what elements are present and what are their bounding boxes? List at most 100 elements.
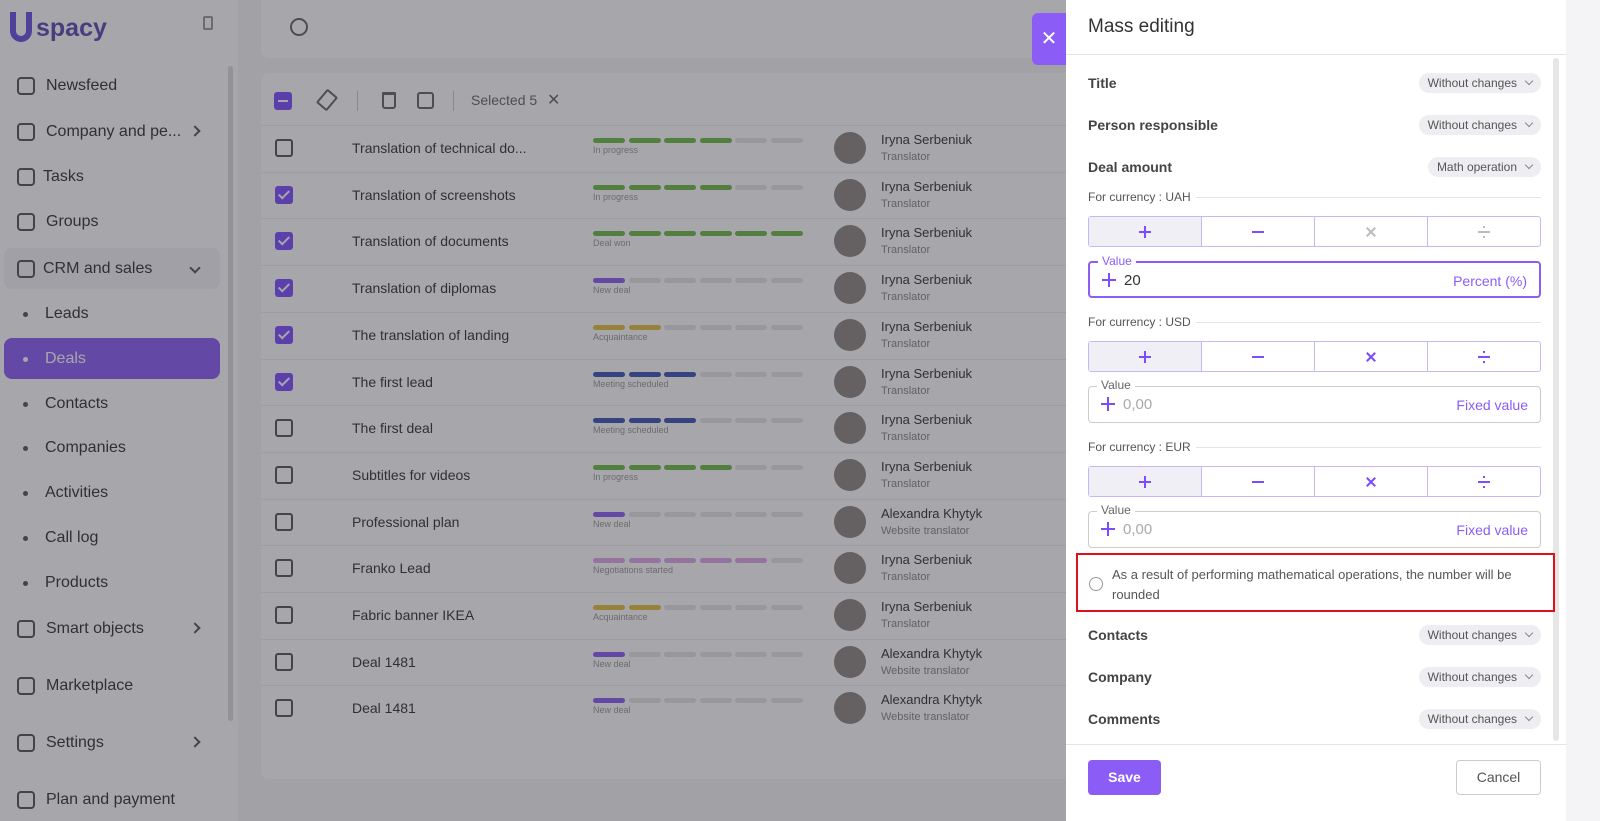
deal-title[interactable]: The translation of landing: [352, 326, 510, 343]
deal-title[interactable]: Professional plan: [352, 513, 460, 530]
row-checkbox[interactable]: [275, 325, 293, 344]
deal-title[interactable]: Translation of documents: [352, 233, 509, 250]
field-select[interactable]: Without changes: [1418, 667, 1541, 687]
operation-button[interactable]: [1428, 342, 1540, 371]
nav-item[interactable]: Activities: [45, 484, 109, 501]
person-name[interactable]: Iryna Serbeniuk: [881, 132, 973, 147]
value-mode[interactable]: Percent (%): [1453, 273, 1527, 289]
nav-item[interactable]: Tasks: [43, 168, 84, 185]
person-name[interactable]: Alexandra Khytyk: [881, 692, 983, 708]
deal-title[interactable]: The first deal: [352, 420, 433, 437]
value-input[interactable]: Value 20 Percent (%): [1088, 254, 1541, 298]
nav-icon: [17, 213, 35, 231]
row-checkbox[interactable]: [275, 185, 293, 204]
bullet: [23, 357, 28, 362]
delete-button[interactable]: [382, 92, 396, 109]
search-icon: [290, 18, 308, 36]
deal-title[interactable]: The first lead: [352, 373, 433, 390]
nav-item[interactable]: Companies: [45, 439, 126, 456]
nav-item[interactable]: Contacts: [45, 395, 109, 412]
person-name[interactable]: Iryna Serbeniuk: [881, 365, 973, 381]
operation-button[interactable]: [1089, 467, 1202, 496]
row-checkbox[interactable]: [275, 372, 293, 391]
cancel-button[interactable]: Cancel: [1456, 760, 1541, 795]
stage-segment: [628, 464, 661, 470]
nav-item[interactable]: Settings: [46, 734, 104, 751]
operation-button[interactable]: [1315, 342, 1428, 371]
save-button[interactable]: Save: [1088, 760, 1161, 795]
nav-item[interactable]: Products: [45, 574, 109, 591]
field-select[interactable]: Without changes: [1418, 625, 1541, 645]
deal-title[interactable]: Deal 1481: [352, 700, 416, 717]
deal-title[interactable]: Translation of technical do...: [352, 140, 527, 156]
row-checkbox[interactable]: [275, 465, 293, 484]
field-select[interactable]: Without changes: [1418, 73, 1541, 93]
clear-selection[interactable]: ✕: [547, 92, 561, 109]
nav-item[interactable]: CRM and sales: [43, 260, 153, 277]
deal-title[interactable]: Translation of screenshots: [352, 186, 516, 203]
operation-bar: [1088, 466, 1541, 497]
person-name[interactable]: Iryna Serbeniuk: [881, 599, 973, 614]
row-divider: [261, 638, 1091, 640]
value-mode[interactable]: Fixed value: [1456, 397, 1528, 413]
stage-progress: [593, 418, 805, 424]
select-all-checkbox[interactable]: [274, 92, 292, 110]
row-checkbox[interactable]: [275, 232, 293, 251]
row-checkbox[interactable]: [275, 512, 293, 531]
stage-segment: [699, 138, 732, 143]
close-button[interactable]: ✕: [1032, 13, 1066, 65]
row-checkbox[interactable]: [275, 699, 293, 718]
op-stroke: [1144, 226, 1146, 238]
nav-icon: [17, 168, 35, 186]
nav-item[interactable]: Marketplace: [46, 677, 134, 694]
person-name[interactable]: Alexandra Khytyk: [881, 645, 983, 661]
deal-title[interactable]: Franko Lead: [352, 560, 431, 577]
stage-segment: [664, 184, 696, 190]
stage-segment: [628, 558, 661, 564]
person-name[interactable]: Iryna Serbeniuk: [881, 178, 973, 194]
row-checkbox[interactable]: [275, 652, 293, 671]
deal-title[interactable]: Fabric banner IKEA: [352, 607, 475, 623]
operation-button[interactable]: [1089, 217, 1202, 246]
row-checkbox[interactable]: [275, 279, 293, 298]
deal-title[interactable]: Subtitles for videos: [352, 466, 471, 483]
operation-button[interactable]: [1315, 467, 1428, 496]
nav-item[interactable]: Call log: [45, 529, 99, 546]
nav-item[interactable]: Company and pe...: [46, 123, 182, 140]
operation-button[interactable]: [1202, 342, 1315, 371]
value-mode[interactable]: Fixed value: [1456, 522, 1528, 538]
person-name[interactable]: Iryna Serbeniuk: [881, 552, 973, 568]
row-checkbox[interactable]: [275, 559, 293, 578]
row-checkbox[interactable]: [275, 606, 293, 624]
person-name[interactable]: Iryna Serbeniuk: [881, 412, 973, 428]
nav-item[interactable]: Plan and payment: [46, 791, 175, 808]
person-name[interactable]: Iryna Serbeniuk: [881, 272, 973, 288]
person-name[interactable]: Iryna Serbeniuk: [881, 318, 973, 334]
row-checkbox[interactable]: [275, 139, 293, 157]
person-name[interactable]: Iryna Serbeniuk: [881, 458, 973, 474]
row-checkbox[interactable]: [275, 419, 293, 438]
value-input[interactable]: Value 0,00 Fixed value: [1088, 503, 1541, 548]
nav-item[interactable]: Deals: [45, 350, 86, 367]
nav-item[interactable]: Leads: [45, 305, 89, 322]
row-divider: [261, 405, 1091, 407]
operation-button[interactable]: [1089, 342, 1202, 371]
person-name[interactable]: Alexandra Khytyk: [881, 505, 983, 521]
operation-button[interactable]: [1202, 217, 1315, 246]
deal-title[interactable]: Deal 1481: [352, 653, 416, 670]
nav-item[interactable]: Smart objects: [46, 620, 144, 637]
operation-button[interactable]: [1428, 467, 1540, 496]
nav-item[interactable]: Newsfeed: [46, 77, 118, 94]
operation-button[interactable]: [1202, 467, 1315, 496]
value-input[interactable]: Value 0,00 Fixed value: [1088, 378, 1541, 423]
export-button[interactable]: [417, 92, 434, 109]
field-select[interactable]: Without changes: [1418, 709, 1541, 729]
pin-icon: [203, 16, 213, 30]
overlay[interactable]: [0, 0, 1066, 821]
field-select[interactable]: Without changes: [1418, 115, 1541, 135]
deal-title[interactable]: Translation of diplomas: [352, 280, 497, 297]
search-bar[interactable]: [261, 0, 1066, 58]
nav-item[interactable]: Groups: [46, 213, 99, 230]
field-select[interactable]: Math operation: [1427, 157, 1541, 177]
person-name[interactable]: Iryna Serbeniuk: [881, 225, 973, 241]
